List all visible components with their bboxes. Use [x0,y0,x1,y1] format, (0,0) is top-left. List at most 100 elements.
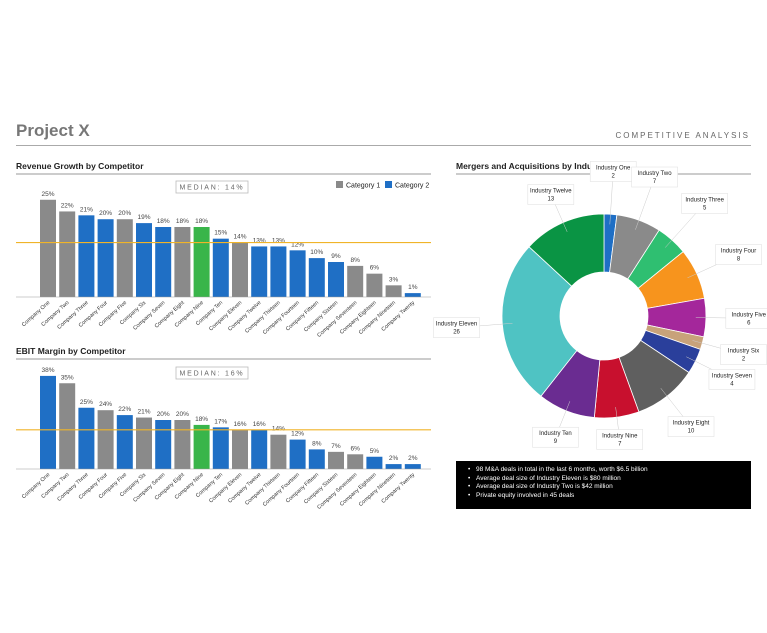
bar-value-label: 6% [350,445,360,452]
bar [136,223,152,297]
bar-value-label: 2% [389,455,399,462]
bar [308,449,325,469]
bar [212,238,229,297]
bar-value-label: 18% [157,218,170,225]
bar-value-label: 3% [389,276,399,283]
bar [366,456,383,469]
bar [136,417,152,469]
bar-value-label: 18% [195,218,208,225]
slice-label-box [527,184,575,205]
slice-value-label: 7 [653,179,657,185]
x-tick-label: Company Twenty [381,300,417,333]
bar-value-label: 14% [233,234,246,241]
slice-label-box [596,429,644,450]
median-box [175,180,249,194]
bar-value-label: 21% [80,206,93,213]
x-tick-label: Company Sixteen [303,472,339,506]
slice-value-label: 2 [742,357,746,363]
slice-name-label: Industry Eight [673,421,710,427]
bar [385,285,402,297]
slice-value-label: 6 [747,320,751,326]
legend-swatch-category2 [385,181,392,188]
slice-value-label: 13 [547,197,554,203]
bar-value-label: 25% [80,399,93,406]
slice-name-label: Industry Ten [539,431,572,437]
median-label: MEDIAN: 16% [180,371,245,378]
bar [97,219,114,297]
bar [193,227,210,297]
bar-value-label: 8% [312,440,322,447]
bar [174,420,191,469]
bar [232,429,248,469]
slice-name-label: Industry Six [728,349,759,355]
bar-value-label: 20% [157,411,170,418]
bar [155,227,172,297]
slice-label-box [433,317,480,338]
bar-value-label: 12% [291,431,304,438]
bar [251,429,268,469]
slice-value-label: 10 [688,429,695,435]
bar [212,427,229,469]
bar [404,464,421,469]
note-item: Private equity involved in 45 deals [468,492,751,501]
legend-label-category1: Category 1 [346,183,380,190]
bar [97,410,114,469]
bar-value-label: 9% [331,253,341,260]
slice-value-label: 26 [453,330,460,336]
legend-label-category2: Category 2 [395,183,429,190]
bar-value-label: 20% [99,210,112,217]
slice-value-label: 7 [618,441,622,447]
bar-value-label: 2% [408,455,418,462]
chart-title: Revenue Growth by Competitor [16,161,144,171]
legend-swatch-category1 [336,181,343,188]
bar [174,227,191,297]
slice-value-label: 9 [554,439,558,445]
slice-name-label: Industry Twelve [530,189,572,195]
bar [40,199,56,297]
slice-label-box [631,166,678,188]
notes-list: 98 M&A deals in total in the last 6 mont… [456,461,751,500]
slice-name-label: Industry Four [721,249,756,255]
bar [59,211,76,297]
page-subtitle: COMPETITIVE ANALYSIS [615,131,750,140]
bar [78,215,95,297]
note-item: Average deal size of Industry Two is $42… [468,483,751,492]
slice-name-label: Industry Eleven [436,322,477,328]
bar [289,439,306,469]
bar-value-label: 20% [176,411,189,418]
bar-value-label: 15% [214,230,227,237]
x-tick-label: Company Sixteen [303,300,339,334]
slice-name-label: Industry Seven [712,373,752,379]
bar [40,375,56,469]
bar [289,250,306,297]
note-item: 98 M&A deals in total in the last 6 mont… [468,466,751,475]
bar-value-label: 25% [41,191,54,198]
bar-value-label: 38% [41,367,54,374]
bar-value-label: 22% [118,406,131,413]
slice-label-box [532,426,579,448]
bar-value-label: 22% [61,202,74,209]
slice-label-box [715,244,762,265]
bar [308,258,325,297]
slice-value-label: 4 [730,381,734,387]
bar-value-label: 35% [61,374,74,381]
bar-value-label: 1% [408,284,418,291]
bar-value-label: 21% [137,409,150,416]
slice-label-box [681,193,728,214]
slice-label-box [725,308,767,329]
slice-value-label: 2 [612,173,616,179]
title-divider [16,145,751,146]
bar [116,219,133,297]
bar-value-label: 13% [253,237,266,244]
bar [270,434,287,469]
chart-title: EBIT Margin by Competitor [16,346,126,356]
bar [366,273,383,297]
slice-name-label: Industry One [596,165,631,171]
bar-value-label: 8% [350,257,360,264]
bar [78,407,95,469]
bar-value-label: 18% [176,218,189,225]
bar-value-label: 17% [214,418,227,425]
notes-box: 98 M&A deals in total in the last 6 mont… [456,461,751,509]
bar-value-label: 5% [370,448,380,455]
